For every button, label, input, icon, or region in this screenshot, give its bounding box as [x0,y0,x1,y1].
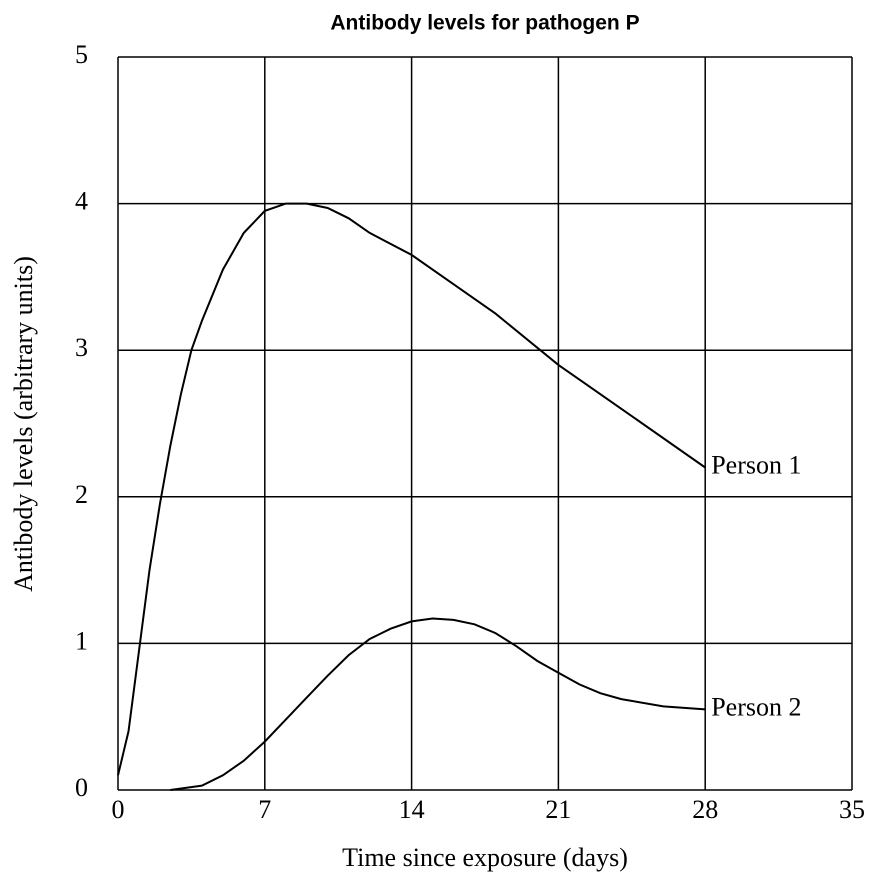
line [170,617,706,791]
x-tick-label: 0 [112,795,125,824]
y-axis-label: Antibody levels (arbitrary units) [9,256,38,592]
y-tick-label: 4 [75,187,88,216]
y-tick-label: 0 [75,773,88,802]
series-label: Person 1 [711,450,801,479]
line [117,202,706,776]
y-tick-label: 1 [75,626,88,655]
x-tick-label: 7 [258,795,271,824]
y-tick-label: 5 [75,40,88,69]
y-tick-label: 3 [75,333,88,362]
x-tick-label: 35 [839,795,865,824]
x-tick-label: 14 [399,795,425,824]
chart-title: Antibody levels for pathogen P [330,12,639,35]
x-axis-label: Time since exposure (days) [342,843,628,872]
y-tick-label: 2 [75,480,88,509]
x-tick-label: 28 [692,795,718,824]
x-tick-label: 21 [545,795,571,824]
series-label: Person 2 [711,692,801,721]
